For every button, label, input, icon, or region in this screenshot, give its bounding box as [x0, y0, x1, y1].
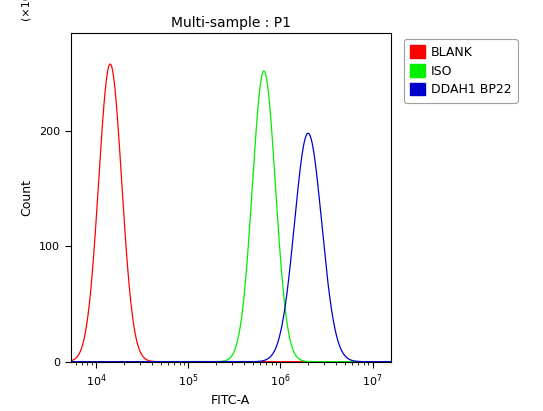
Title: Multi-sample : P1: Multi-sample : P1 — [171, 16, 291, 30]
Y-axis label: Count: Count — [21, 179, 34, 216]
X-axis label: FITC-A: FITC-A — [211, 394, 250, 407]
Legend: BLANK, ISO, DDAH1 BP22: BLANK, ISO, DDAH1 BP22 — [403, 39, 518, 102]
Text: (×10¹): (×10¹) — [21, 0, 31, 20]
